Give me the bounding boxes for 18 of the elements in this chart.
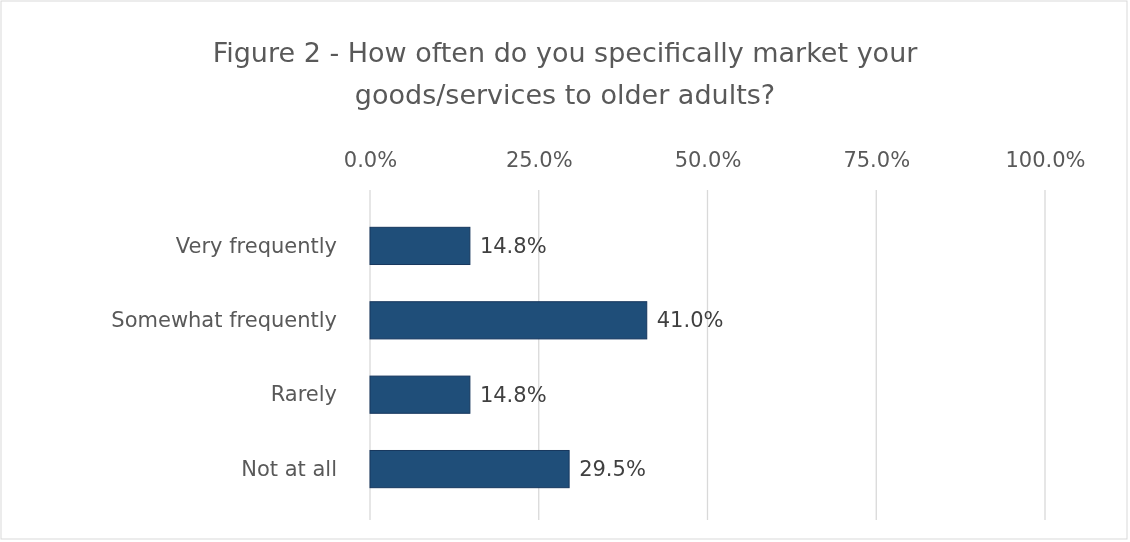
bar xyxy=(369,375,471,414)
x-tick-label: 100.0% xyxy=(1005,148,1086,172)
y-tick-label: Not at all xyxy=(241,456,337,481)
x-tick-label: 0.0% xyxy=(343,148,398,172)
bar xyxy=(369,301,648,340)
x-tick-label: 50.0% xyxy=(674,148,742,172)
x-tick-label: 25.0% xyxy=(505,148,573,172)
bar xyxy=(369,449,570,489)
data-label: 29.5% xyxy=(579,457,646,482)
x-tick-label: 75.0% xyxy=(843,148,911,172)
data-label: 14.8% xyxy=(479,382,547,407)
y-tick-label: Very frequently xyxy=(175,233,337,258)
bar xyxy=(369,226,471,266)
y-tick-label: Somewhat frequently xyxy=(111,308,337,333)
y-tick-label: Rarely xyxy=(270,382,337,407)
chart-title: Figure 2 - How often do you specifically market your goods/services to older adults? xyxy=(212,37,919,110)
data-label: 14.8% xyxy=(479,233,547,258)
data-label: 41.0% xyxy=(656,308,724,333)
